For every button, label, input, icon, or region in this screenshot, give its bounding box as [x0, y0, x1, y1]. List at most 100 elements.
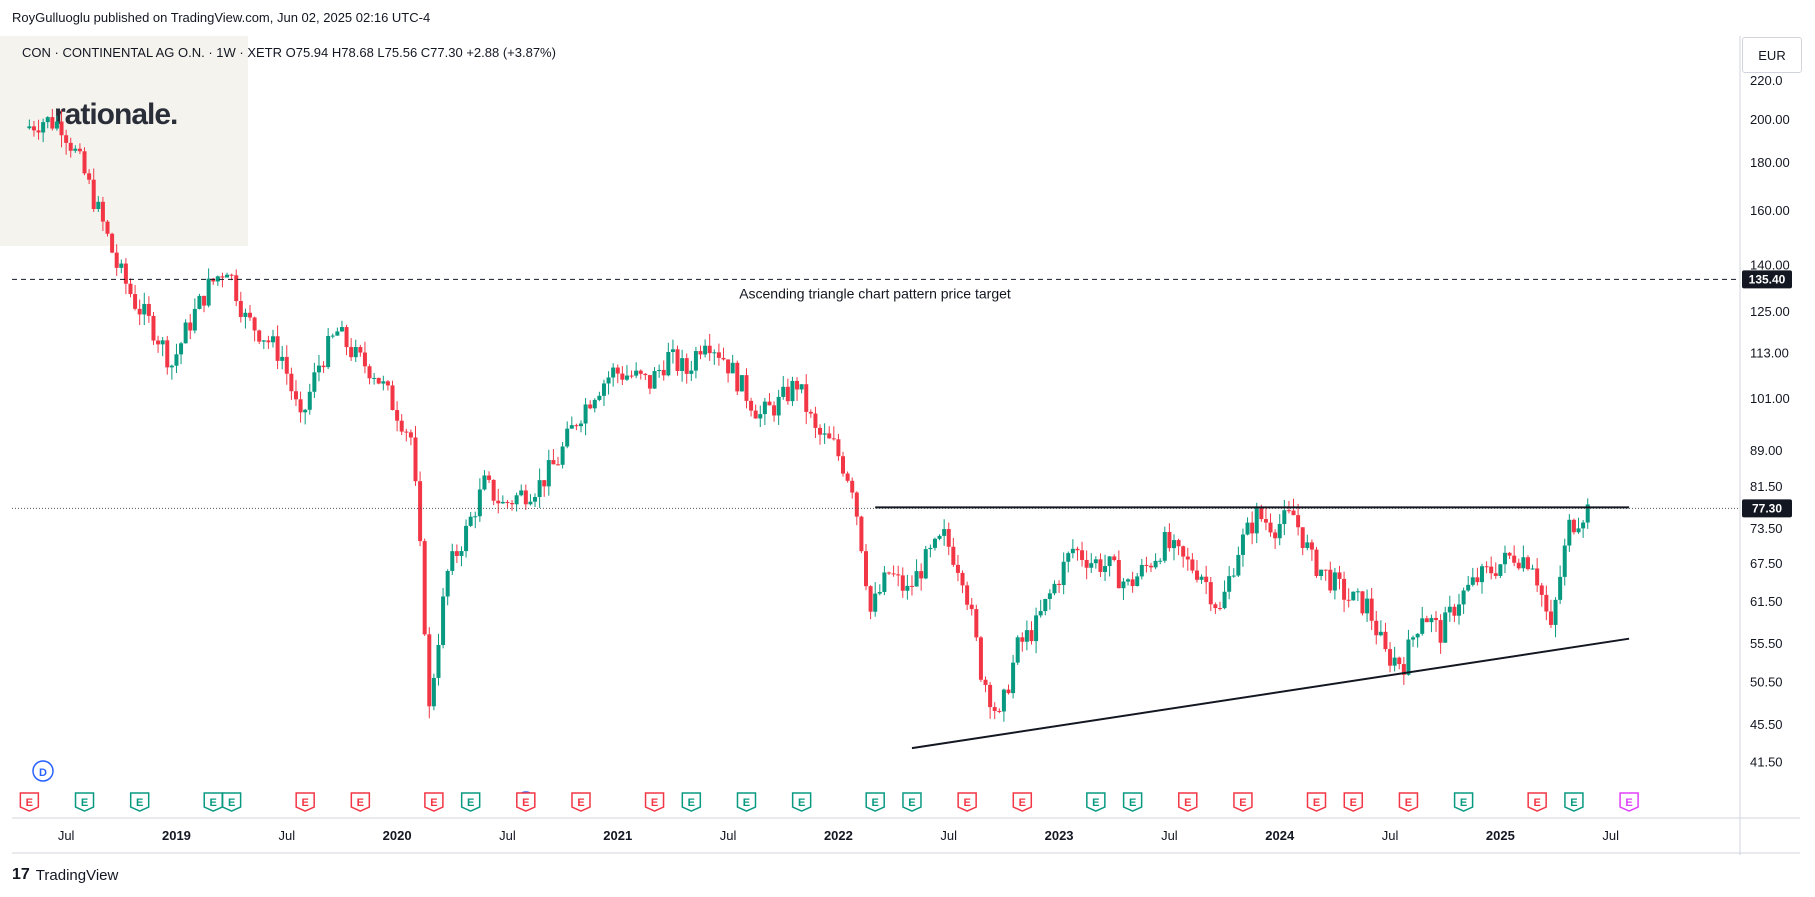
x-tick-label: Jul: [940, 828, 957, 843]
candle-body: [606, 377, 611, 384]
x-tick-label: Jul: [58, 828, 75, 843]
y-tick-label: 55.50: [1750, 636, 1783, 651]
tradingview-logo-icon: 17: [12, 866, 30, 883]
event-letter: E: [908, 797, 915, 809]
candle-body: [601, 383, 606, 396]
candle-body: [813, 413, 818, 428]
earnings-icon: [19, 792, 40, 812]
candle-body: [1309, 542, 1314, 550]
currency-button[interactable]: EUR: [1742, 37, 1802, 73]
candle-body: [772, 405, 777, 416]
candle-body: [1521, 557, 1526, 569]
candle-body: [1181, 546, 1186, 557]
candle-body: [1374, 620, 1379, 636]
candle-body: [569, 425, 574, 429]
candle-body: [583, 404, 588, 424]
candle-body: [785, 386, 790, 402]
candle-body: [1337, 572, 1342, 579]
candle-body: [243, 312, 248, 317]
event-letter: E: [872, 797, 879, 809]
candle-body: [1530, 568, 1535, 570]
candle-body: [142, 303, 147, 315]
candle-body: [1034, 615, 1039, 642]
candle-body: [491, 479, 496, 501]
candle-body: [1116, 559, 1121, 589]
y-tick-label: 81.50: [1750, 479, 1783, 494]
candle-body: [1047, 593, 1052, 600]
candle-body: [408, 432, 413, 438]
candle-body: [298, 399, 303, 413]
candle-body: [836, 439, 841, 457]
candle-body: [854, 492, 859, 517]
candle-body: [776, 396, 781, 416]
candle-body: [257, 330, 262, 342]
candle-body: [1153, 560, 1158, 568]
candle-body: [1084, 559, 1089, 568]
candle-body: [556, 464, 561, 466]
symbol-legend[interactable]: CON · CONTINENTAL AG O.N. · 1W · XETR O7…: [22, 45, 556, 60]
candle-body: [376, 377, 381, 384]
candle-body: [367, 366, 372, 379]
earnings-icon: [1306, 792, 1327, 812]
candle-body: [1502, 552, 1507, 565]
candle-body: [413, 437, 418, 482]
logo-panel: [0, 36, 248, 246]
earnings-icon: [295, 792, 315, 812]
candle-body: [542, 480, 547, 487]
candle-body: [197, 295, 202, 309]
candle-body: [868, 586, 873, 612]
candle-body: [289, 373, 294, 392]
tradingview-brand: TradingView: [35, 866, 119, 884]
candle-body: [565, 428, 570, 447]
earnings-icon: [791, 792, 812, 812]
candle-body: [266, 340, 271, 343]
candle-body: [900, 575, 905, 591]
candle-body: [252, 317, 257, 331]
y-tick-label: 41.50: [1750, 755, 1783, 770]
candle-body: [795, 380, 800, 390]
earnings-icon: [902, 792, 922, 812]
candle-body: [592, 399, 597, 409]
candle-body: [1305, 542, 1310, 549]
candle-body: [638, 370, 643, 374]
candle-body: [1126, 579, 1131, 582]
candle-body: [1576, 528, 1581, 533]
event-letter: E: [1533, 797, 1540, 809]
y-tick-label: 73.50: [1750, 521, 1783, 536]
candle-body: [886, 572, 891, 574]
y-tick-label: 50.50: [1750, 674, 1783, 689]
candle-body: [418, 481, 423, 542]
candle-body: [229, 274, 234, 276]
x-tick-label: Jul: [499, 828, 516, 843]
candle-body: [707, 345, 712, 354]
y-tick-label: 61.50: [1750, 594, 1783, 609]
candle-body: [206, 278, 211, 306]
event-letter: E: [798, 797, 805, 809]
candle-body: [827, 433, 832, 439]
candle-body: [395, 410, 400, 421]
candle-body: [165, 340, 170, 368]
candle-body: [385, 381, 390, 386]
candle-body: [468, 516, 473, 526]
candle-body: [1273, 532, 1278, 539]
candle-body: [1489, 566, 1494, 574]
candle-body: [932, 538, 937, 548]
candle-body: [450, 551, 455, 571]
candle-body: [1397, 657, 1402, 665]
candle-body: [634, 370, 639, 376]
candle-body: [928, 547, 933, 550]
candle-body: [992, 707, 997, 711]
candle-body: [1535, 568, 1540, 586]
candle-body: [905, 585, 910, 591]
event-letter: E: [1184, 797, 1191, 809]
x-tick-label: 2019: [162, 828, 191, 843]
tradingview-footer[interactable]: 17 TradingView: [12, 866, 118, 884]
candle-body: [1015, 637, 1020, 663]
candle-body: [422, 541, 427, 635]
candle-body: [358, 347, 363, 353]
y-tick-label: 160.00: [1750, 203, 1790, 218]
candle-body: [1581, 522, 1586, 529]
candle-body: [689, 370, 694, 374]
candle-body: [381, 381, 386, 384]
